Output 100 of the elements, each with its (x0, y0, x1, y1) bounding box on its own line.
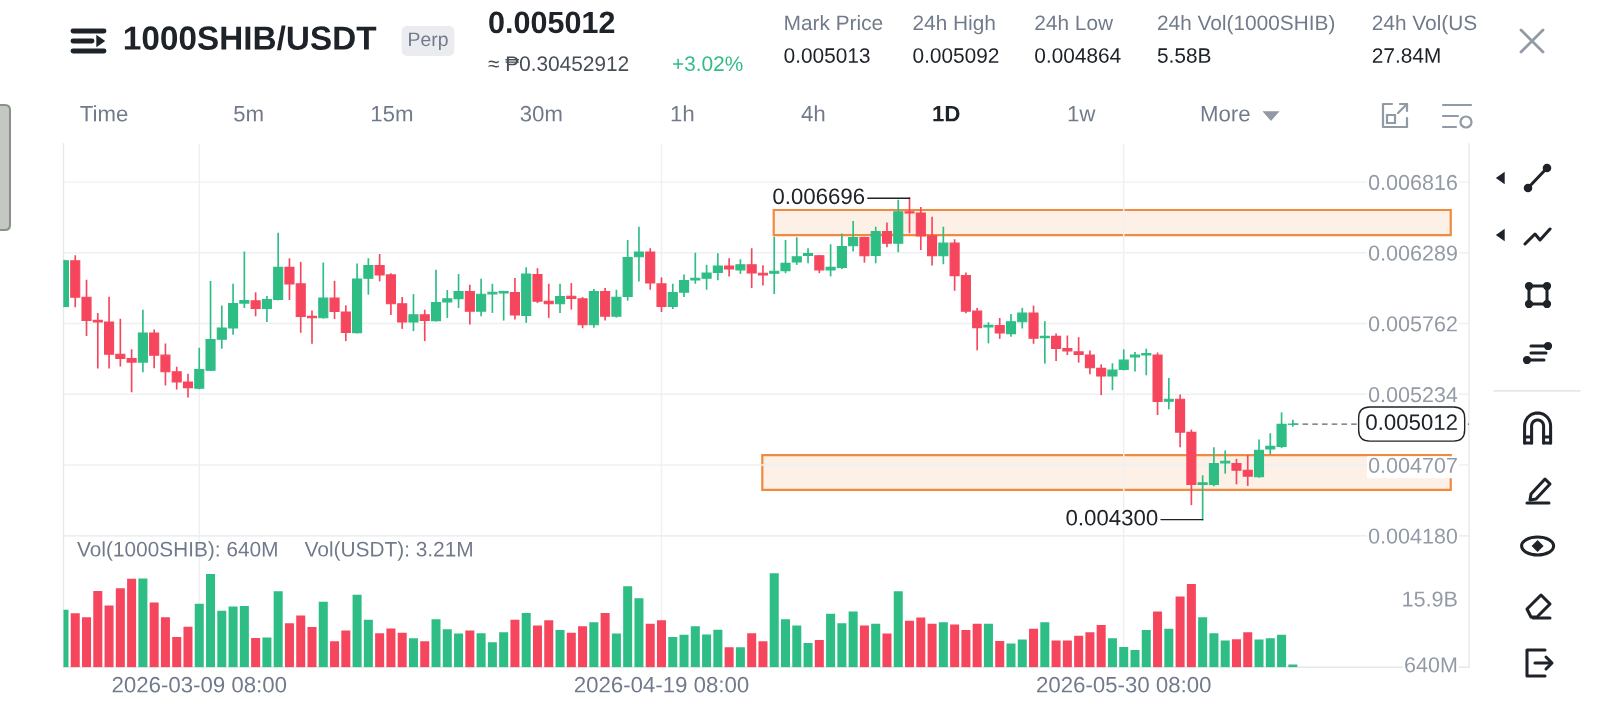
bar (330, 641, 340, 668)
candlestick (870, 226, 881, 264)
bar (826, 613, 836, 668)
candlestick (938, 226, 949, 265)
bar (1107, 638, 1117, 668)
x-tick-label: 2026-03-09 08:00 (112, 676, 287, 693)
bar (1040, 622, 1050, 668)
candlestick (633, 226, 645, 282)
bar (645, 623, 655, 668)
bar (803, 643, 813, 668)
bar (995, 640, 1005, 668)
candlestick (881, 222, 893, 248)
text: 24h Vol(1000SHIB) (1158, 14, 1335, 35)
bar (296, 615, 306, 668)
text: 1000SHIB/USDT (124, 25, 377, 51)
x-tick-label: 2026-05-30 08:00 (1037, 676, 1211, 693)
candlestick (780, 240, 791, 274)
candlestick (994, 317, 1005, 339)
text: 1h (671, 105, 694, 122)
bar (600, 612, 610, 668)
bar (82, 617, 92, 668)
bar (859, 625, 869, 668)
bar (769, 573, 779, 668)
bar (262, 637, 272, 668)
bar (476, 633, 486, 668)
bar (239, 605, 249, 668)
bar (747, 633, 757, 668)
bar (341, 630, 351, 668)
bar (172, 637, 182, 668)
bar (927, 623, 937, 668)
bar (352, 594, 362, 668)
bar (1265, 638, 1275, 668)
bar (758, 641, 768, 668)
candlestick (769, 236, 780, 295)
bar (1096, 624, 1106, 668)
bar (690, 626, 700, 668)
bar (93, 590, 103, 668)
bar (104, 605, 114, 668)
candlestick (250, 292, 261, 317)
bar (1119, 646, 1129, 668)
text: ≈ ₱0.30452912 (488, 56, 629, 72)
bar (375, 633, 385, 668)
candlestick (1107, 363, 1118, 391)
candlestick (1096, 364, 1107, 396)
bar (127, 578, 137, 668)
bar (454, 633, 464, 668)
candlestick (611, 289, 622, 318)
bar (420, 641, 430, 668)
bar (1141, 630, 1151, 668)
text: 24h Vol(US (1372, 14, 1477, 35)
bar (792, 625, 802, 668)
candlestick (476, 278, 487, 317)
bar (893, 591, 903, 668)
y-tick-label: 0.006816 (1368, 174, 1457, 191)
bar (318, 601, 328, 668)
bar (217, 610, 227, 668)
bar (521, 612, 531, 668)
candlestick (1163, 377, 1174, 410)
bar (589, 622, 599, 668)
text: 4h (801, 105, 825, 122)
text: 0.005013 (784, 48, 870, 63)
annotation: Vol(1000SHIB): 640M (77, 541, 277, 561)
bar (611, 633, 621, 668)
bar (408, 638, 418, 668)
text: Perp (409, 32, 448, 51)
text: 27.84M (1372, 48, 1440, 63)
ref-line-label: 0.005012 (1366, 414, 1457, 431)
bar (1288, 664, 1298, 668)
candlestick (983, 322, 994, 344)
candlestick (724, 258, 735, 277)
bar (1074, 635, 1084, 668)
annotation: 0.004300 (1066, 509, 1158, 526)
bar (465, 630, 475, 668)
text: 30m (520, 105, 562, 122)
bar (284, 623, 294, 668)
bar (972, 623, 982, 668)
bar (1085, 632, 1095, 668)
bar (938, 622, 948, 668)
bar (1130, 649, 1140, 668)
text: 0.005092 (913, 48, 999, 63)
candlestick (802, 248, 814, 264)
bar (1243, 632, 1253, 668)
candlestick (791, 237, 802, 265)
bar (566, 632, 576, 668)
candlestick (1118, 349, 1129, 371)
bar (735, 647, 745, 668)
bar (578, 626, 588, 668)
bar (149, 602, 159, 668)
bar (251, 637, 261, 668)
y-tick-label: 0.005762 (1368, 316, 1457, 332)
bar (160, 617, 170, 668)
bar (1231, 639, 1241, 668)
bar (397, 632, 407, 668)
bar (1029, 628, 1039, 668)
text: 0.004864 (1035, 48, 1121, 63)
candlestick (464, 284, 475, 325)
bar (656, 620, 666, 668)
y-tick-label: 15.9B (1403, 591, 1457, 607)
y-tick-label: 0.005234 (1368, 387, 1458, 403)
bar (1277, 634, 1287, 668)
